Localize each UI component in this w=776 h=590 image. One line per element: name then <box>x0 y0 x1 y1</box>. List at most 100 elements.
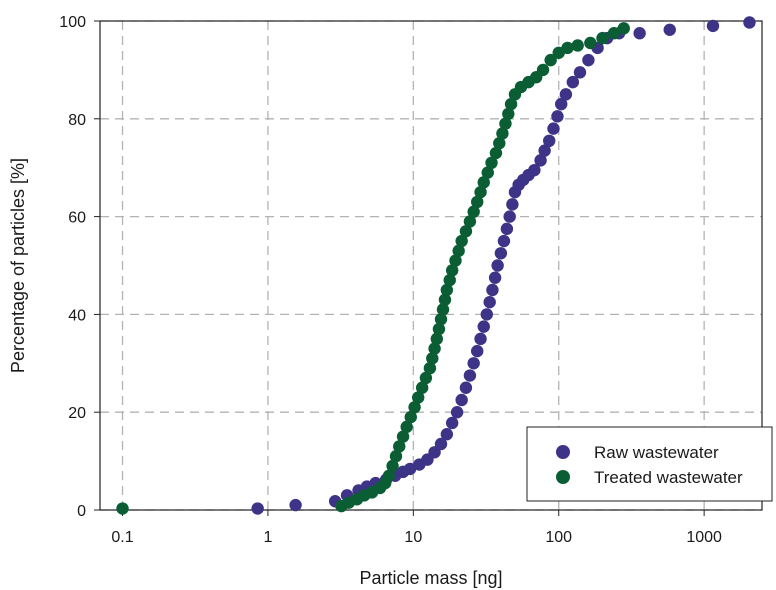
data-point <box>488 271 502 284</box>
data-point <box>463 215 477 228</box>
y-tick-label: 60 <box>68 210 86 227</box>
legend: Raw wastewater Treated wastewater <box>526 426 773 502</box>
data-point <box>491 259 504 272</box>
data-point <box>544 53 557 67</box>
y-tick-label: 40 <box>68 307 86 324</box>
data-point <box>633 27 646 40</box>
data-point <box>436 303 450 316</box>
legend-label-raw-wastewater: Raw wastewater <box>594 443 719 462</box>
x-tick-label: 0.1 <box>111 529 133 546</box>
legend-box <box>526 426 773 502</box>
data-point <box>663 23 676 37</box>
data-point <box>561 41 574 55</box>
legend-marker-treated-wastewater <box>556 470 570 484</box>
y-axis-label: Percentage of particles [%] <box>8 158 28 373</box>
data-point <box>547 122 560 135</box>
data-point <box>396 430 410 443</box>
data-point <box>423 361 437 375</box>
data-point <box>573 66 587 79</box>
data-point <box>404 410 417 424</box>
y-axis: 0 20 40 60 80 100 <box>59 14 100 520</box>
data-point <box>538 144 551 157</box>
data-point <box>382 469 396 482</box>
data-point <box>607 27 621 40</box>
x-tick-label: 1000 <box>686 529 722 546</box>
data-point <box>536 63 550 77</box>
plot-frame <box>99 20 763 511</box>
data-point <box>251 502 264 515</box>
data-point <box>596 31 609 45</box>
data-point <box>555 97 568 111</box>
data-point <box>551 110 564 123</box>
data-point <box>438 293 452 306</box>
data-point <box>428 342 441 355</box>
x-axis: 0.1 1 10 100 1000 <box>111 510 722 546</box>
series-raw-wastewater <box>251 16 756 515</box>
data-point <box>408 401 421 414</box>
data-point <box>440 428 454 441</box>
data-point <box>706 19 720 33</box>
data-point <box>474 332 487 346</box>
y-tick-label: 20 <box>68 405 86 422</box>
x-tick-label: 10 <box>404 529 422 546</box>
data-point <box>571 39 584 52</box>
data-point <box>289 498 302 512</box>
data-point <box>459 225 473 238</box>
data-point <box>389 450 403 463</box>
data-point <box>743 16 756 29</box>
data-point <box>506 198 519 211</box>
data-point <box>403 462 417 476</box>
data-point <box>419 371 433 385</box>
data-point <box>471 195 484 209</box>
data-point <box>440 283 454 297</box>
data-point <box>481 166 494 179</box>
data-point <box>485 156 498 170</box>
data-point <box>496 127 509 140</box>
data-point <box>543 134 556 148</box>
data-point <box>497 234 511 248</box>
y-tick-label: 0 <box>77 503 86 520</box>
series-layer <box>116 16 756 515</box>
data-point <box>400 420 413 434</box>
data-point <box>477 320 490 333</box>
data-point <box>582 53 595 67</box>
x-tick-label: 1 <box>263 529 272 546</box>
data-point <box>503 210 516 223</box>
data-point <box>459 381 473 394</box>
data-point <box>116 502 129 515</box>
data-point <box>566 75 580 89</box>
data-point <box>443 273 456 287</box>
data-point <box>500 222 514 236</box>
data-point <box>471 344 484 358</box>
y-tick-label: 80 <box>68 112 86 129</box>
data-point <box>455 393 468 407</box>
data-point <box>502 107 515 121</box>
data-point <box>504 97 518 111</box>
data-point <box>426 352 439 365</box>
data-point <box>411 391 425 404</box>
data-point <box>445 416 459 430</box>
data-point <box>534 154 547 167</box>
data-point <box>393 440 406 453</box>
data-point <box>432 322 446 336</box>
data-point <box>415 381 429 394</box>
x-axis-label: Particle mass [ng] <box>359 568 502 588</box>
data-point <box>584 36 597 50</box>
data-point <box>449 254 462 267</box>
data-point <box>452 244 465 258</box>
series-treated-wastewater <box>116 22 630 515</box>
data-point <box>450 406 464 419</box>
data-point <box>493 137 506 150</box>
y-tick-label: 100 <box>59 14 86 31</box>
data-point <box>480 308 493 321</box>
data-point <box>489 146 503 160</box>
data-point <box>483 295 496 309</box>
data-point <box>430 332 443 346</box>
data-point <box>617 22 630 35</box>
data-point <box>386 459 399 473</box>
legend-marker-raw-wastewater <box>556 445 570 459</box>
x-tick-label: 100 <box>545 529 572 546</box>
data-point <box>434 313 448 326</box>
legend-label-treated-wastewater: Treated wastewater <box>594 468 743 487</box>
